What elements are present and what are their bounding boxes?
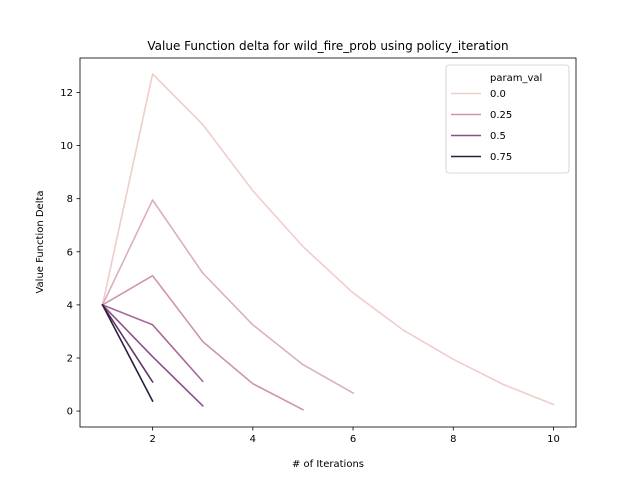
y-tick-label: 10 [60,141,73,152]
legend-entry-label: 0.75 [490,152,512,163]
series-line-3 [101,303,204,383]
x-axis-label: # of Iterations [292,459,364,470]
x-tick-label: 4 [250,434,256,445]
axes-frame [79,57,577,428]
y-tick-label: 4 [67,300,73,311]
y-tick-label: 2 [67,353,73,364]
x-tick-label: 6 [350,434,356,445]
series-line-1 [101,199,355,395]
series-line-5 [101,303,154,384]
series-line-6 [101,303,154,403]
legend-box [445,64,570,174]
series-line-4 [101,303,204,407]
y-tick-label: 0 [67,407,73,418]
x-tick-label: 2 [149,434,155,445]
plot-area [101,73,555,411]
legend: param_val 0.0 0.25 0.5 0.75 [445,64,570,174]
y-tick-label: 12 [60,88,73,99]
y-axis-label: Value Function Delta [35,190,46,293]
x-tick-label: 8 [450,434,456,445]
x-tick-label: 10 [547,434,560,445]
y-tick-label: 8 [67,194,73,205]
legend-entry-label: 0.5 [490,131,506,142]
chart-title: Value Function delta for wild_fire_prob … [147,39,508,53]
series-line-2 [101,274,304,411]
series-line-0 [101,73,555,406]
legend-entry-label: 0.0 [490,89,506,100]
legend-entry-label: 0.25 [490,110,512,121]
y-tick-label: 6 [67,247,73,258]
legend-title: param_val [490,73,542,84]
